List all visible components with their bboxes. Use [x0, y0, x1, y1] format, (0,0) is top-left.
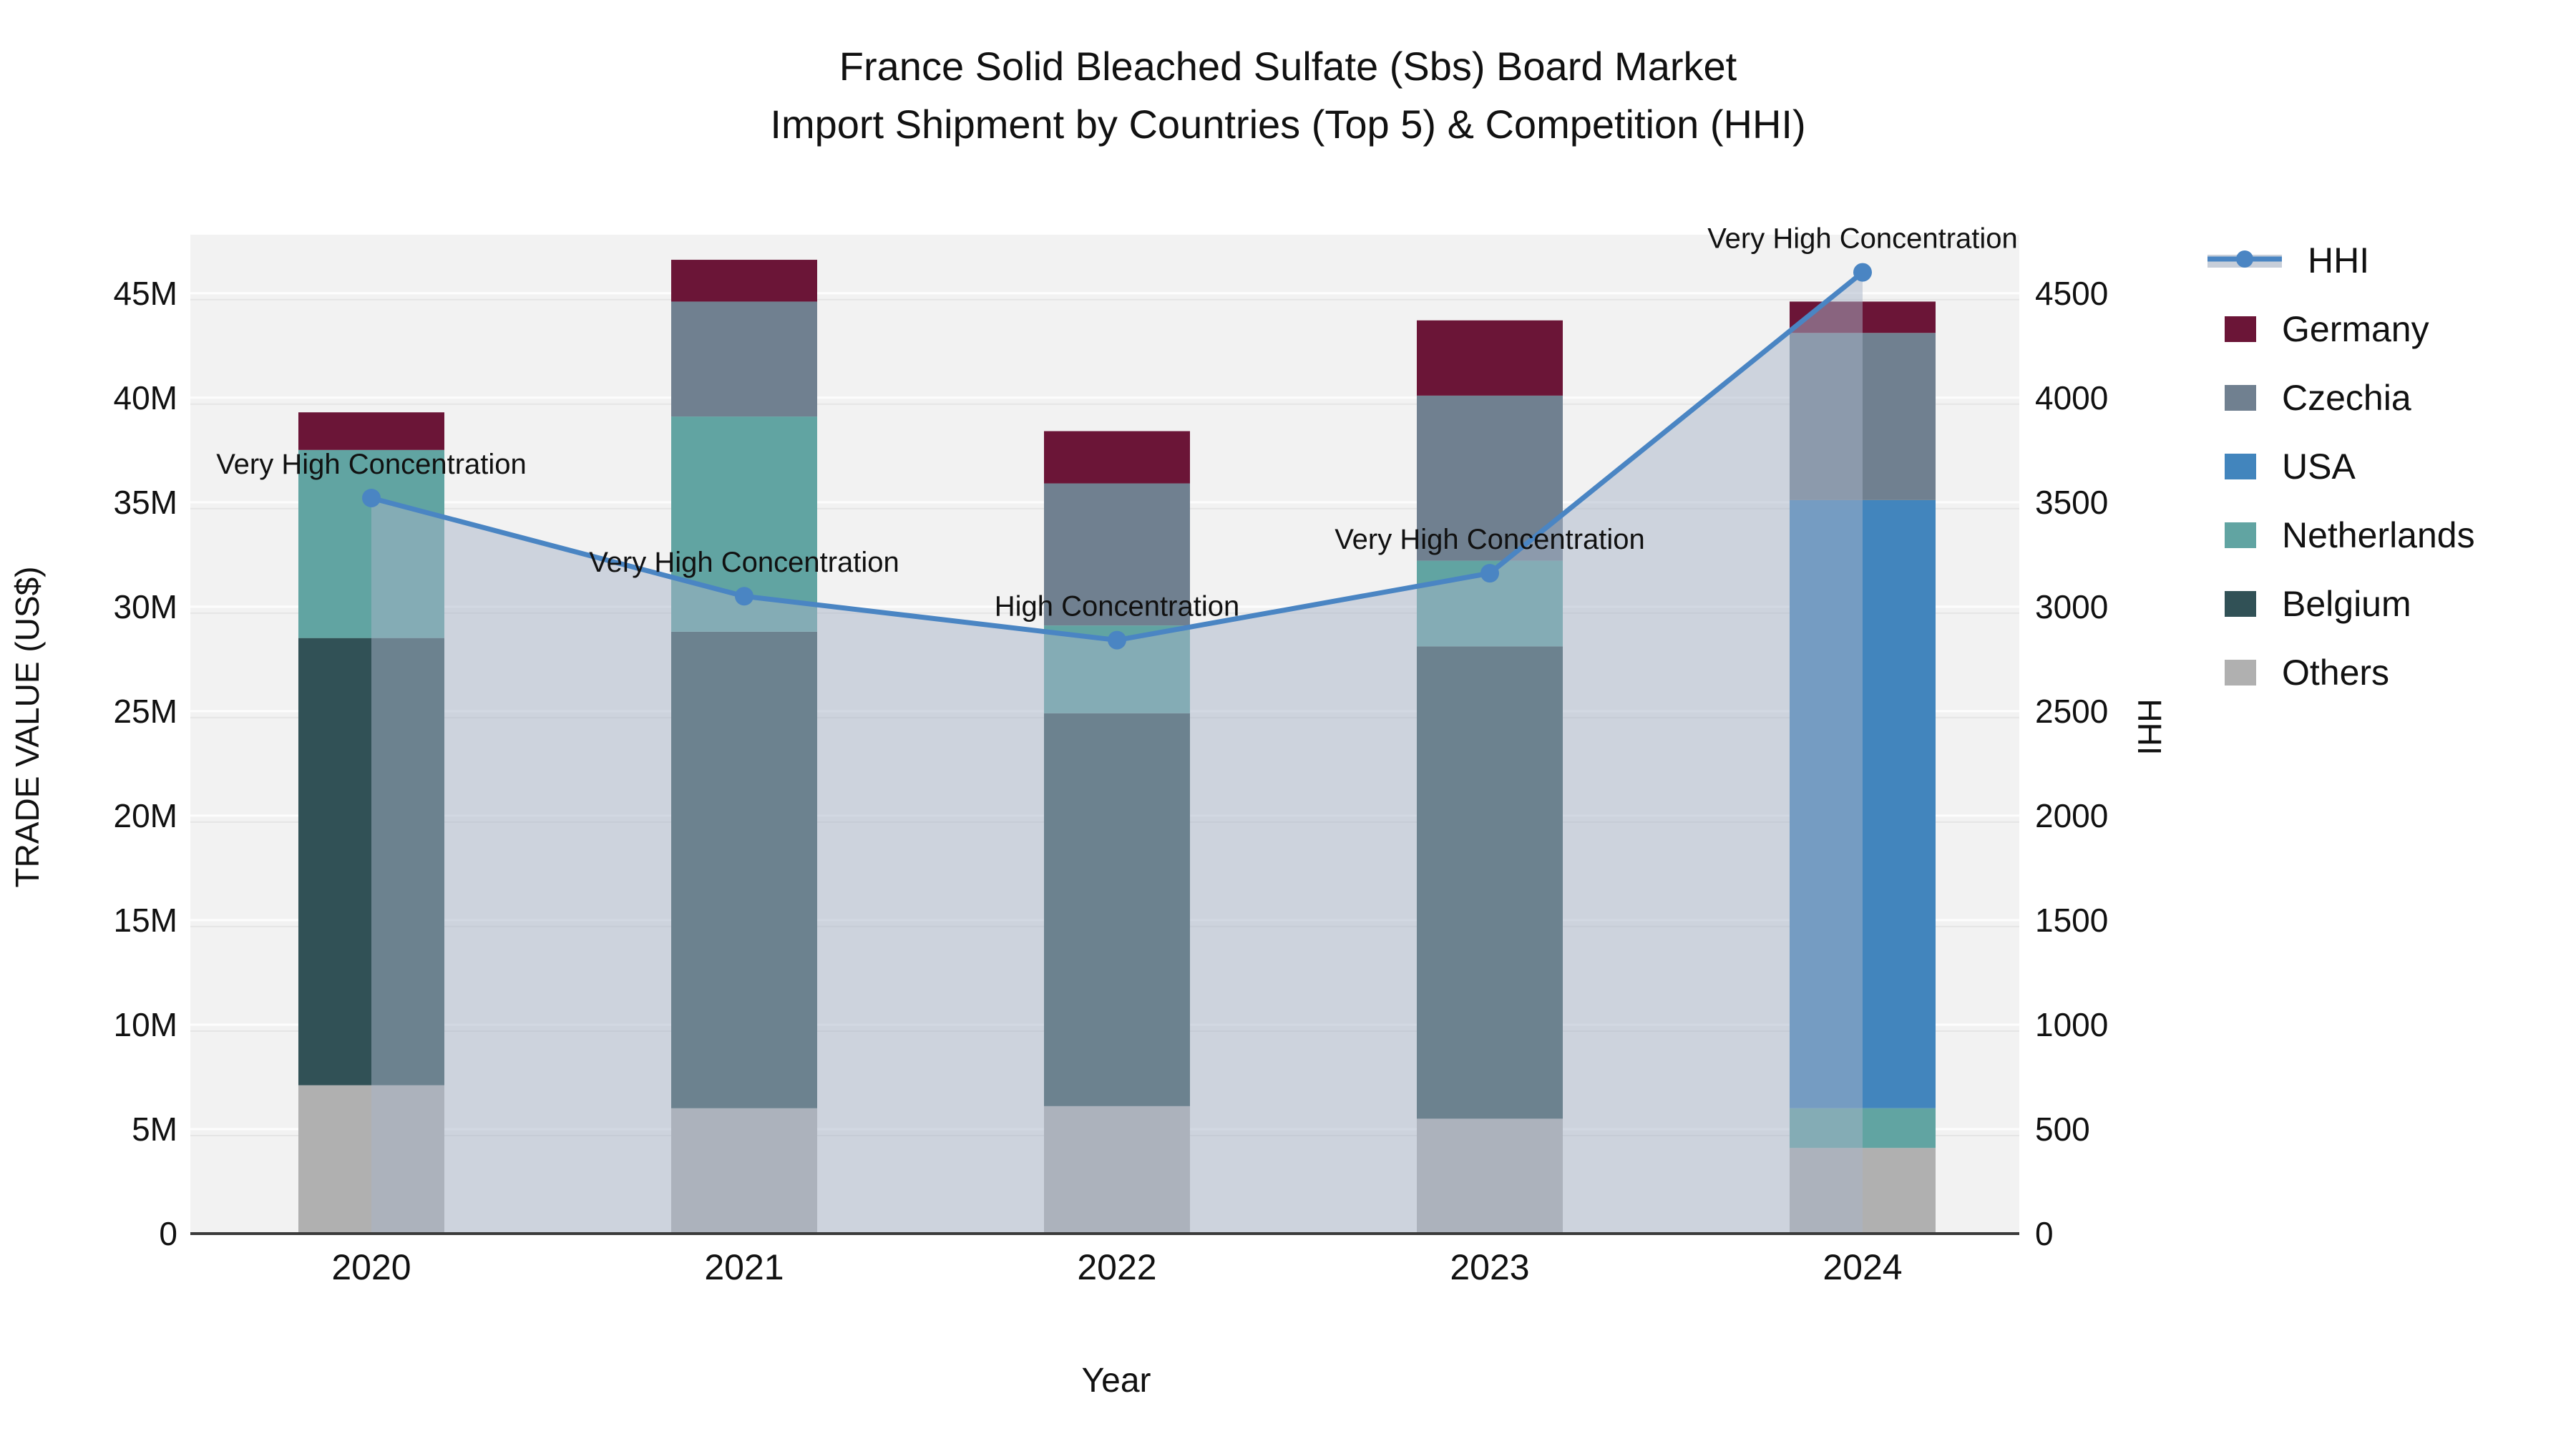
left-tick-label: 10M: [114, 1006, 177, 1043]
left-tick-label: 30M: [114, 588, 177, 625]
legend-label: Belgium: [2282, 584, 2411, 624]
legend-label: USA: [2282, 447, 2356, 487]
bar-segment-germany-2023[interactable]: [1417, 320, 1563, 396]
bar-segment-germany-2020[interactable]: [298, 412, 444, 450]
legend-label: Others: [2282, 653, 2390, 693]
right-tick-label: 4000: [2035, 379, 2108, 416]
legend-swatch-usa-icon: [2225, 454, 2256, 479]
x-tick-label-2021: 2021: [704, 1247, 784, 1287]
left-tick-label: 5M: [132, 1111, 177, 1148]
annotation-2020: Very High Concentration: [216, 449, 527, 480]
hhi-marker-2020[interactable]: [362, 488, 381, 507]
right-tick-label: 1000: [2035, 1006, 2108, 1043]
legend-item-netherlands[interactable]: Netherlands: [2207, 501, 2475, 570]
right-tick-label: 2500: [2035, 693, 2108, 730]
legend-item-hhi[interactable]: HHI: [2207, 226, 2475, 295]
hhi-marker-2021[interactable]: [735, 587, 753, 606]
left-tick-label: 35M: [114, 484, 177, 521]
annotation-2022: High Concentration: [995, 591, 1239, 623]
annotation-2023: Very High Concentration: [1335, 524, 1645, 555]
right-tick-label: 2000: [2035, 797, 2108, 834]
legend: HHI Germany Czechia USA Netherlands Belgium Ot…: [2207, 226, 2475, 707]
left-tick-label: 15M: [114, 902, 177, 939]
right-axis-title: HHI: [2131, 698, 2168, 756]
chart-title: France Solid Bleached Sulfate (Sbs) Boar…: [0, 37, 2576, 153]
bar-segment-czechia-2021[interactable]: [671, 301, 817, 417]
legend-label: Czechia: [2282, 378, 2411, 418]
legend-item-usa[interactable]: USA: [2207, 432, 2475, 501]
legend-swatch-others-icon: [2225, 660, 2256, 686]
right-tick-label: 1500: [2035, 902, 2108, 939]
right-tick-label: 500: [2035, 1111, 2090, 1148]
legend-item-others[interactable]: Others: [2207, 638, 2475, 707]
legend-swatch-czechia-icon: [2225, 385, 2256, 411]
legend-swatch-germany-icon: [2225, 316, 2256, 342]
left-axis-title: TRADE VALUE (US$): [9, 566, 46, 888]
left-tick-label: 25M: [114, 693, 177, 730]
x-axis-title: Year: [1081, 1362, 1151, 1400]
legend-item-germany[interactable]: Germany: [2207, 295, 2475, 364]
right-tick-label: 3000: [2035, 588, 2108, 625]
left-tick-label: 20M: [114, 797, 177, 834]
hhi-marker-2022[interactable]: [1108, 630, 1126, 650]
bar-segment-germany-2021[interactable]: [671, 260, 817, 302]
left-tick-label: 40M: [114, 379, 177, 416]
legend-swatch-belgium-icon: [2225, 591, 2256, 617]
chart-title-line2: Import Shipment by Countries (Top 5) & C…: [770, 102, 1806, 147]
bar-segment-germany-2022[interactable]: [1044, 431, 1190, 484]
annotation-2021: Very High Concentration: [589, 547, 899, 578]
legend-swatch-netherlands-icon: [2225, 522, 2256, 548]
right-tick-label: 3500: [2035, 484, 2108, 521]
legend-item-belgium[interactable]: Belgium: [2207, 570, 2475, 638]
left-tick-label: 45M: [114, 275, 177, 312]
hhi-area: [371, 272, 1863, 1234]
legend-item-czechia[interactable]: Czechia: [2207, 364, 2475, 432]
x-tick-label-2023: 2023: [1450, 1247, 1529, 1287]
x-tick-label-2024: 2024: [1823, 1247, 1902, 1287]
chart-title-line1: France Solid Bleached Sulfate (Sbs) Boar…: [839, 44, 1737, 89]
right-tick-label: 4500: [2035, 275, 2108, 312]
x-tick-label-2020: 2020: [331, 1247, 411, 1287]
hhi-marker-2024[interactable]: [1853, 263, 1872, 282]
legend-label: HHI: [2308, 240, 2370, 280]
bar-segment-czechia-2022[interactable]: [1044, 483, 1190, 626]
right-tick-label: 0: [2035, 1215, 2054, 1252]
legend-label: Netherlands: [2282, 515, 2475, 555]
legend-label: Germany: [2282, 309, 2429, 349]
hhi-marker-2023[interactable]: [1480, 564, 1499, 583]
annotation-2024: Very High Concentration: [1707, 223, 2018, 255]
left-tick-label: 0: [159, 1215, 177, 1252]
x-tick-label-2022: 2022: [1077, 1247, 1156, 1287]
hhi-line-sample-icon: [2207, 250, 2282, 268]
